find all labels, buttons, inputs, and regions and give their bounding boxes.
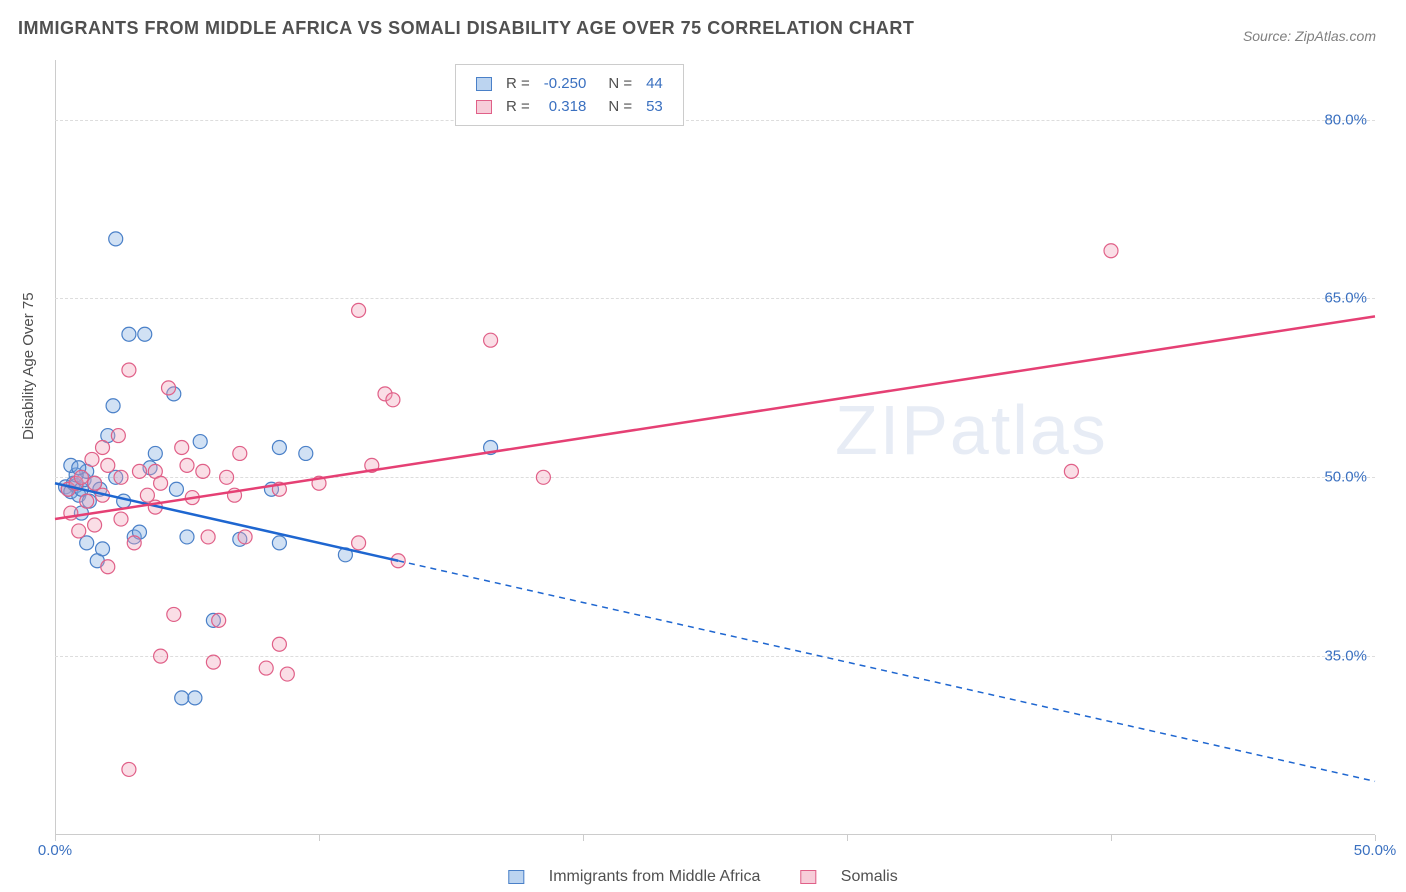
data-point-b	[220, 470, 234, 484]
legend-n-label: N =	[594, 96, 638, 117]
data-point-b	[74, 470, 88, 484]
x-tick-label: 0.0%	[38, 842, 72, 859]
data-point-b	[484, 333, 498, 347]
legend-row: R =-0.250N =44	[470, 73, 669, 94]
y-tick-label: 65.0%	[1324, 290, 1367, 307]
data-point-b	[88, 476, 102, 490]
legend-series-label: Somalis	[841, 868, 898, 885]
y-tick-label: 50.0%	[1324, 469, 1367, 486]
source-label: Source:	[1243, 28, 1291, 44]
x-tick	[583, 835, 584, 841]
data-point-a	[180, 530, 194, 544]
data-point-b	[280, 667, 294, 681]
data-point-b	[1104, 244, 1118, 258]
data-point-a	[122, 327, 136, 341]
data-point-b	[132, 464, 146, 478]
correlation-legend: R =-0.250N =44R =0.318N =53	[455, 64, 684, 126]
y-axis-label: Disability Age Over 75	[20, 292, 37, 440]
x-tick	[55, 835, 56, 841]
data-point-b	[196, 464, 210, 478]
x-tick-label: 50.0%	[1354, 842, 1397, 859]
source-attribution: Source: ZipAtlas.com	[1243, 28, 1376, 44]
legend-item: Immigrants from Middle Africa	[498, 868, 770, 885]
source-name: ZipAtlas.com	[1295, 28, 1376, 44]
chart-container: { "title": "IMMIGRANTS FROM MIDDLE AFRIC…	[0, 0, 1406, 892]
data-point-a	[272, 441, 286, 455]
data-point-b	[352, 303, 366, 317]
data-point-a	[188, 691, 202, 705]
data-point-b	[536, 470, 550, 484]
data-point-b	[206, 655, 220, 669]
scatter-chart	[55, 60, 1375, 835]
data-point-b	[259, 661, 273, 675]
data-point-b	[201, 530, 215, 544]
data-point-b	[154, 476, 168, 490]
x-tick	[847, 835, 848, 841]
data-point-b	[212, 613, 226, 627]
data-point-b	[101, 560, 115, 574]
data-point-b	[101, 458, 115, 472]
data-point-a	[272, 536, 286, 550]
data-point-b	[111, 429, 125, 443]
x-tick	[319, 835, 320, 841]
legend-n-value: 44	[640, 73, 669, 94]
data-point-a	[193, 435, 207, 449]
legend-n-label: N =	[594, 73, 638, 94]
data-point-b	[352, 536, 366, 550]
data-point-b	[127, 536, 141, 550]
data-point-b	[154, 649, 168, 663]
x-tick	[1375, 835, 1376, 841]
data-point-b	[114, 512, 128, 526]
data-point-a	[138, 327, 152, 341]
legend-row: R =0.318N =53	[470, 96, 669, 117]
plot-area: ZIPatlas R =-0.250N =44R =0.318N =53 35.…	[55, 60, 1375, 835]
data-point-b	[96, 441, 110, 455]
data-point-a	[169, 482, 183, 496]
data-point-a	[106, 399, 120, 413]
data-point-b	[386, 393, 400, 407]
data-point-b	[122, 363, 136, 377]
legend-series-label: Immigrants from Middle Africa	[549, 868, 761, 885]
trendline-b	[55, 316, 1375, 519]
data-point-a	[299, 446, 313, 460]
data-point-b	[233, 446, 247, 460]
data-point-b	[122, 762, 136, 776]
legend-n-value: 53	[640, 96, 669, 117]
series-legend: Immigrants from Middle Africa Somalis	[488, 868, 917, 886]
legend-r-label: R =	[500, 96, 536, 117]
trendline-a-dashed	[398, 561, 1375, 782]
data-point-b	[167, 607, 181, 621]
data-point-b	[180, 458, 194, 472]
chart-title: IMMIGRANTS FROM MIDDLE AFRICA VS SOMALI …	[18, 18, 914, 39]
legend-r-label: R =	[500, 73, 536, 94]
data-point-a	[80, 536, 94, 550]
data-point-b	[114, 470, 128, 484]
legend-r-value: -0.250	[538, 73, 593, 94]
legend-r-value: 0.318	[538, 96, 593, 117]
data-point-b	[1064, 464, 1078, 478]
legend-item: Somalis	[790, 868, 907, 885]
data-point-a	[109, 232, 123, 246]
data-point-b	[175, 441, 189, 455]
data-point-a	[175, 691, 189, 705]
data-point-b	[85, 452, 99, 466]
data-point-b	[272, 637, 286, 651]
data-point-b	[80, 494, 94, 508]
data-point-b	[162, 381, 176, 395]
data-point-b	[72, 524, 86, 538]
y-tick-label: 35.0%	[1324, 648, 1367, 665]
y-tick-label: 80.0%	[1324, 111, 1367, 128]
data-point-a	[96, 542, 110, 556]
data-point-b	[88, 518, 102, 532]
legend-swatch	[476, 77, 492, 91]
legend-swatch	[508, 870, 524, 884]
data-point-a	[148, 446, 162, 460]
data-point-b	[140, 488, 154, 502]
legend-swatch	[800, 870, 816, 884]
data-point-b	[238, 530, 252, 544]
x-tick	[1111, 835, 1112, 841]
legend-swatch	[476, 100, 492, 114]
